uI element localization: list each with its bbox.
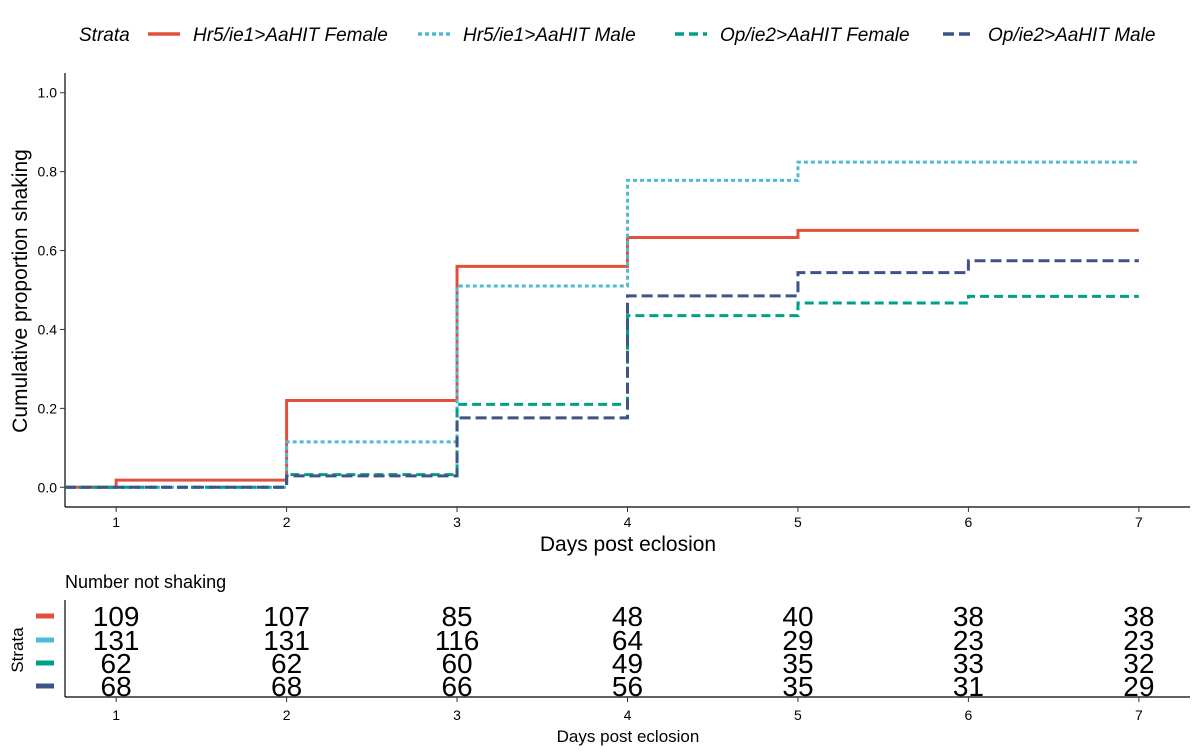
x-tick-label: 1 xyxy=(112,514,120,530)
risk-table-cell: 68 xyxy=(271,671,302,702)
risk-table-cell: 23 xyxy=(1123,625,1154,656)
risk-table-x-tick-label: 7 xyxy=(1135,707,1143,723)
risk-table-cell: 32 xyxy=(1123,648,1154,679)
risk-table-cell: 85 xyxy=(441,601,472,632)
series-line xyxy=(65,228,1139,489)
risk-table-cell: 38 xyxy=(953,601,984,632)
risk-table-row: 62 62 60 49 35 33 32 xyxy=(36,648,1154,679)
risk-table-cell: 35 xyxy=(782,648,813,679)
series-line xyxy=(65,259,1139,489)
x-axis-title: Days post eclosion xyxy=(540,533,716,556)
risk-table-x-axis-title: Days post eclosion xyxy=(557,727,700,746)
risk-table-cell: 64 xyxy=(612,625,643,656)
risk-table-x-tick-label: 4 xyxy=(624,707,632,723)
risk-table-x-tick-label: 3 xyxy=(453,707,461,723)
risk-table-y-axis-title: Strata xyxy=(8,627,27,673)
y-tick-label: 1.0 xyxy=(38,85,58,101)
series-line xyxy=(65,294,1139,489)
y-axis-title: Cumulative proportion shaking xyxy=(9,149,32,433)
risk-table-x-tick-label: 5 xyxy=(794,707,802,723)
risk-table-cell: 40 xyxy=(782,601,813,632)
risk-table-cell: 29 xyxy=(1123,671,1154,702)
risk-table-cell: 23 xyxy=(953,625,984,656)
risk-table-cell: 109 xyxy=(93,601,140,632)
risk-table-cell: 62 xyxy=(101,648,132,679)
risk-table-x-tick-label: 6 xyxy=(965,707,973,723)
risk-table-cell: 116 xyxy=(435,625,480,656)
risk-table-cell: 31 xyxy=(953,671,984,702)
risk-table-cell: 62 xyxy=(271,648,302,679)
risk-table-cell: 107 xyxy=(263,601,310,632)
legend-label: Hr5/ie1>AaHIT Female xyxy=(193,25,388,46)
y-tick-label: 0.4 xyxy=(38,321,58,337)
risk-table-cell: 66 xyxy=(441,671,472,702)
legend-label: Op/ie2>AaHIT Female xyxy=(720,25,910,46)
x-tick-label: 5 xyxy=(794,514,802,530)
y-tick-label: 0.6 xyxy=(38,243,58,259)
risk-table-x-tick-label: 1 xyxy=(112,707,120,723)
legend-item: Op/ie2>AaHIT Male xyxy=(943,25,1155,46)
legend-title: Strata xyxy=(79,25,130,46)
risk-table-cell: 68 xyxy=(101,671,132,702)
risk-table-x-tick-label: 2 xyxy=(283,707,291,723)
risk-table-cell: 131 xyxy=(263,625,310,656)
main-plot: 0.0 0.2 0.4 0.6 0.8 1.0 1 2 3 4 5 6 7 Days post eclo… xyxy=(9,73,1190,556)
series-line xyxy=(65,160,1139,489)
risk-table-cell: 48 xyxy=(612,601,643,632)
risk-table-cell: 35 xyxy=(782,671,813,702)
y-tick-label: 0.2 xyxy=(38,400,58,416)
risk-table-cell: 131 xyxy=(93,625,140,656)
risk-table-row: 109 107 85 48 40 38 38 xyxy=(36,601,1154,632)
risk-table-cell: 38 xyxy=(1123,601,1154,632)
legend-item: Op/ie2>AaHIT Female xyxy=(675,25,910,46)
x-tick-label: 2 xyxy=(283,514,291,530)
risk-table-cell: 49 xyxy=(612,648,643,679)
legend: Strata Hr5/ie1>AaHIT Female Hr5/ie1>AaHIT… xyxy=(79,25,1155,46)
risk-table-row: 131 131 116 64 29 23 23 xyxy=(36,625,1154,656)
y-tick-label: 0.0 xyxy=(38,479,58,495)
risk-table-cell: 56 xyxy=(612,671,643,702)
x-tick-label: 7 xyxy=(1135,514,1143,530)
risk-table-cell: 29 xyxy=(782,625,813,656)
legend-item: Hr5/ie1>AaHIT Male xyxy=(418,25,636,46)
legend-item: Hr5/ie1>AaHIT Female xyxy=(148,25,388,46)
x-tick-label: 6 xyxy=(965,514,973,530)
risk-table-cell: 33 xyxy=(953,648,984,679)
y-tick-label: 0.8 xyxy=(38,164,58,180)
legend-label: Op/ie2>AaHIT Male xyxy=(988,25,1155,46)
x-tick-label: 3 xyxy=(453,514,461,530)
risk-table-title: Number not shaking xyxy=(65,572,226,592)
risk-table-cell: 60 xyxy=(441,648,472,679)
risk-table-row: 68 68 66 56 35 31 29 xyxy=(36,671,1154,702)
x-tick-label: 4 xyxy=(624,514,632,530)
legend-label: Hr5/ie1>AaHIT Male xyxy=(463,25,636,46)
